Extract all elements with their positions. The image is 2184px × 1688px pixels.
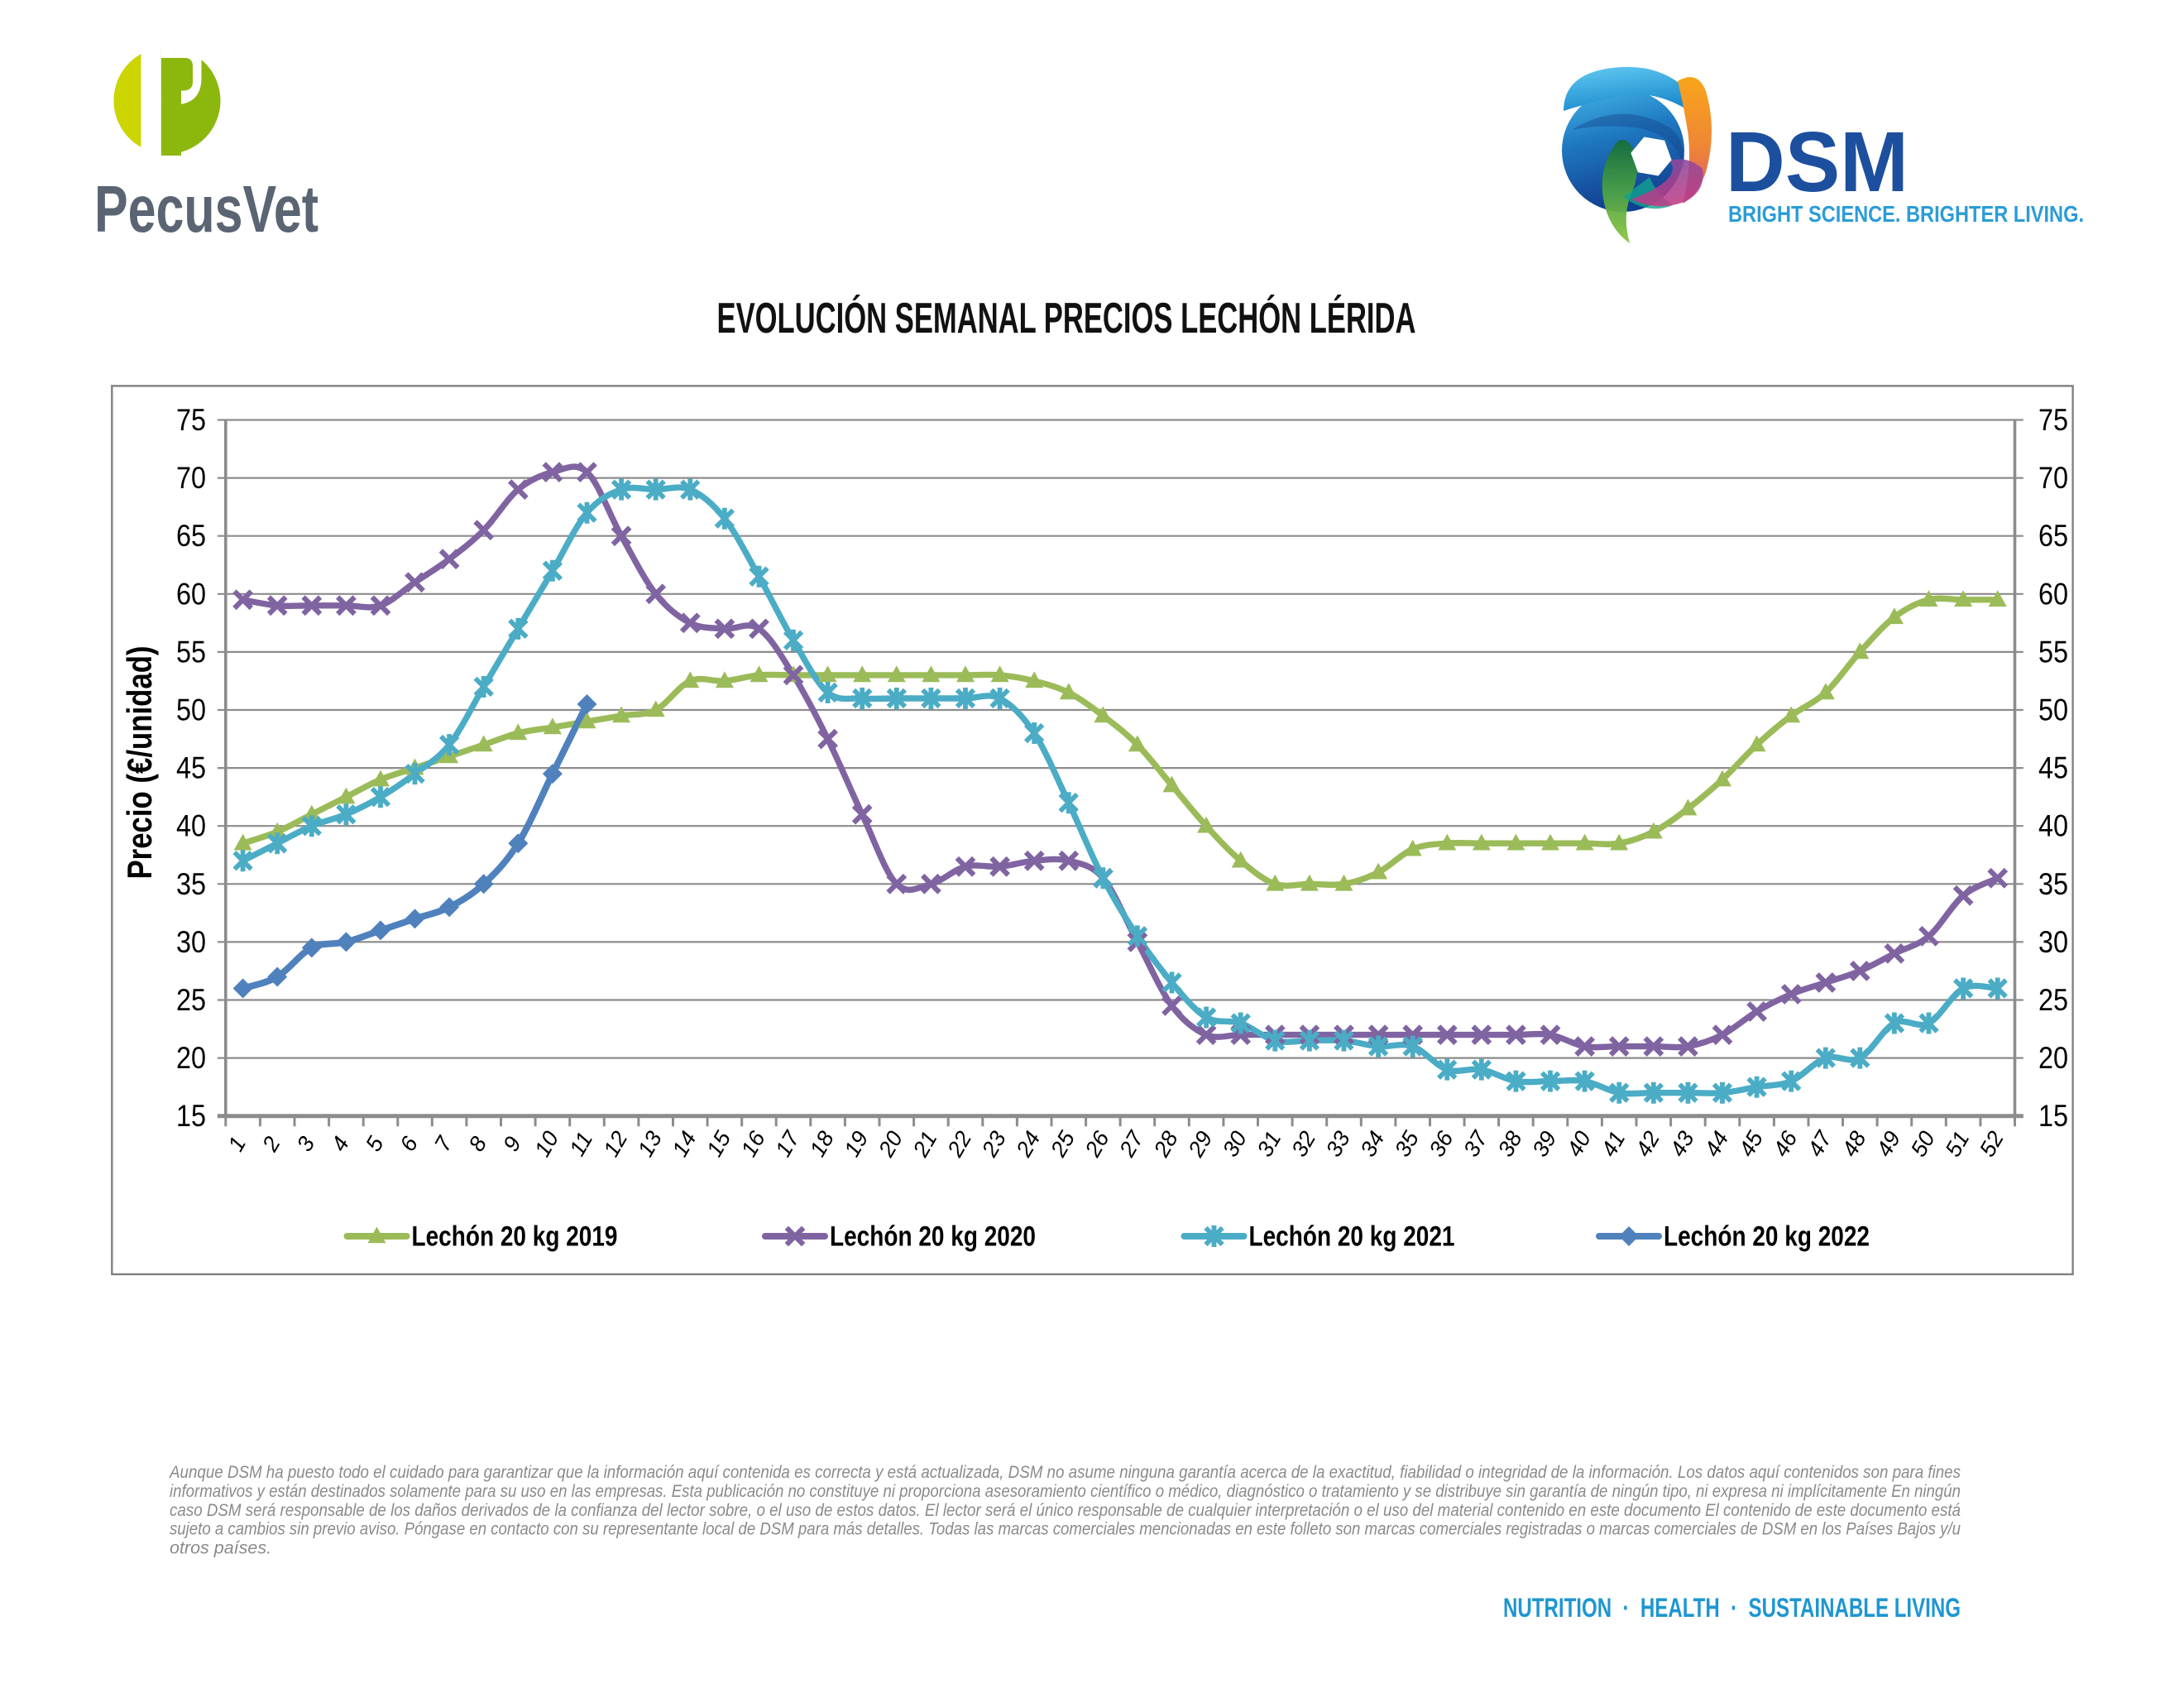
svg-text:32: 32 — [1286, 1127, 1320, 1161]
svg-text:15: 15 — [2038, 1099, 2068, 1133]
svg-text:40: 40 — [176, 809, 206, 843]
svg-text:28: 28 — [1148, 1127, 1183, 1162]
svg-text:Aunque DSM ha puesto todo el c: Aunque DSM ha puesto todo el cuidado par… — [168, 1462, 1961, 1482]
svg-text:35: 35 — [2038, 867, 2068, 901]
svg-text:75: 75 — [2038, 403, 2068, 437]
svg-text:1: 1 — [223, 1132, 251, 1155]
svg-text:sujeto a cambios sin previo av: sujeto a cambios sin previo aviso. Pónga… — [170, 1519, 1961, 1539]
svg-text:47: 47 — [1803, 1126, 1837, 1161]
svg-text:Lechón 20 kg 2019: Lechón 20 kg 2019 — [412, 1221, 618, 1253]
svg-text:11: 11 — [564, 1128, 597, 1160]
svg-text:18: 18 — [805, 1127, 839, 1161]
svg-text:35: 35 — [1390, 1126, 1424, 1161]
svg-text:50: 50 — [176, 693, 206, 727]
svg-text:Precio (€/unidad): Precio (€/unidad) — [120, 646, 159, 880]
svg-text:25: 25 — [1046, 1126, 1080, 1162]
svg-text:26: 26 — [1080, 1126, 1114, 1162]
svg-text:37: 37 — [1458, 1126, 1492, 1161]
svg-text:30: 30 — [1218, 1127, 1252, 1161]
svg-text:25: 25 — [176, 983, 206, 1017]
svg-text:informativos y están destinado: informativos y están destinados solament… — [170, 1481, 1961, 1501]
svg-text:BRIGHT SCIENCE. BRIGHTER LIVIN: BRIGHT SCIENCE. BRIGHTER LIVING. — [1728, 201, 2084, 227]
svg-text:22: 22 — [942, 1127, 977, 1162]
svg-text:50: 50 — [1906, 1127, 1940, 1161]
svg-text:PecusVet: PecusVet — [94, 172, 318, 246]
svg-text:70: 70 — [2038, 461, 2068, 495]
svg-text:44: 44 — [1699, 1127, 1733, 1161]
svg-text:Lechón 20 kg 2022: Lechón 20 kg 2022 — [1664, 1221, 1870, 1253]
svg-text:52: 52 — [1975, 1127, 2009, 1161]
svg-text:Lechón 20 kg 2020: Lechón 20 kg 2020 — [830, 1221, 1036, 1253]
svg-text:9: 9 — [498, 1132, 525, 1155]
svg-text:43: 43 — [1665, 1127, 1699, 1161]
svg-text:otros países.: otros países. — [170, 1538, 271, 1558]
svg-text:45: 45 — [176, 751, 206, 785]
svg-text:20: 20 — [2038, 1041, 2068, 1075]
svg-text:31: 31 — [1252, 1127, 1286, 1161]
svg-text:23: 23 — [976, 1127, 1011, 1162]
svg-text:13: 13 — [633, 1127, 667, 1161]
svg-text:55: 55 — [176, 635, 206, 669]
svg-text:4: 4 — [326, 1132, 353, 1155]
svg-text:17: 17 — [770, 1126, 804, 1161]
svg-text:20: 20 — [874, 1127, 908, 1162]
svg-text:20: 20 — [176, 1041, 206, 1075]
svg-text:25: 25 — [2038, 983, 2068, 1017]
svg-text:65: 65 — [2038, 519, 2068, 553]
svg-text:65: 65 — [176, 519, 206, 553]
svg-text:2: 2 — [257, 1132, 285, 1156]
svg-text:7: 7 — [429, 1132, 457, 1156]
svg-text:41: 41 — [1597, 1127, 1631, 1161]
svg-text:15: 15 — [702, 1126, 735, 1161]
svg-text:60: 60 — [176, 577, 206, 611]
svg-text:16: 16 — [736, 1126, 770, 1161]
svg-text:45: 45 — [2038, 751, 2068, 785]
svg-text:29: 29 — [1183, 1127, 1218, 1162]
svg-text:caso DSM será responsable de l: caso DSM será responsable de los daños d… — [170, 1500, 1961, 1520]
svg-text:EVOLUCIÓN SEMANAL PRECIOS LECH: EVOLUCIÓN SEMANAL PRECIOS LECHÓN LÉRIDA — [717, 295, 1416, 343]
svg-text:6: 6 — [395, 1132, 424, 1156]
svg-text:10: 10 — [529, 1127, 563, 1161]
svg-text:60: 60 — [2038, 577, 2068, 611]
svg-text:45: 45 — [1734, 1126, 1768, 1161]
svg-text:40: 40 — [2038, 809, 2068, 843]
svg-text:14: 14 — [668, 1127, 702, 1161]
svg-text:15: 15 — [176, 1099, 206, 1133]
svg-text:48: 48 — [1837, 1127, 1871, 1161]
svg-text:21: 21 — [908, 1127, 942, 1162]
svg-text:75: 75 — [176, 403, 206, 437]
svg-text:49: 49 — [1871, 1127, 1905, 1161]
svg-text:3: 3 — [292, 1132, 319, 1155]
svg-text:8: 8 — [464, 1132, 491, 1155]
svg-text:36: 36 — [1425, 1126, 1458, 1161]
svg-text:46: 46 — [1769, 1126, 1803, 1161]
svg-text:5: 5 — [361, 1132, 389, 1156]
svg-text:27: 27 — [1114, 1126, 1149, 1162]
svg-text:34: 34 — [1355, 1127, 1389, 1161]
svg-text:35: 35 — [176, 867, 206, 901]
svg-text:12: 12 — [598, 1127, 632, 1161]
svg-text:30: 30 — [176, 925, 206, 959]
svg-text:70: 70 — [176, 461, 206, 495]
svg-text:42: 42 — [1631, 1127, 1664, 1161]
svg-text:Lechón 20 kg 2021: Lechón 20 kg 2021 — [1249, 1221, 1455, 1253]
svg-text:NUTRITION · HEALTH · SUSTA: NUTRITION · HEALTH · SUSTAINABLE LIVING — [1503, 1593, 1961, 1623]
svg-text:30: 30 — [2038, 925, 2068, 959]
svg-text:55: 55 — [2038, 635, 2068, 669]
svg-text:38: 38 — [1493, 1127, 1527, 1161]
svg-text:51: 51 — [1940, 1127, 1974, 1161]
svg-text:24: 24 — [1011, 1127, 1046, 1162]
svg-text:DSM: DSM — [1726, 114, 1909, 209]
svg-text:40: 40 — [1562, 1127, 1596, 1161]
svg-text:50: 50 — [2038, 693, 2068, 727]
svg-text:33: 33 — [1321, 1127, 1355, 1161]
svg-text:19: 19 — [840, 1127, 874, 1161]
svg-text:39: 39 — [1527, 1127, 1561, 1161]
